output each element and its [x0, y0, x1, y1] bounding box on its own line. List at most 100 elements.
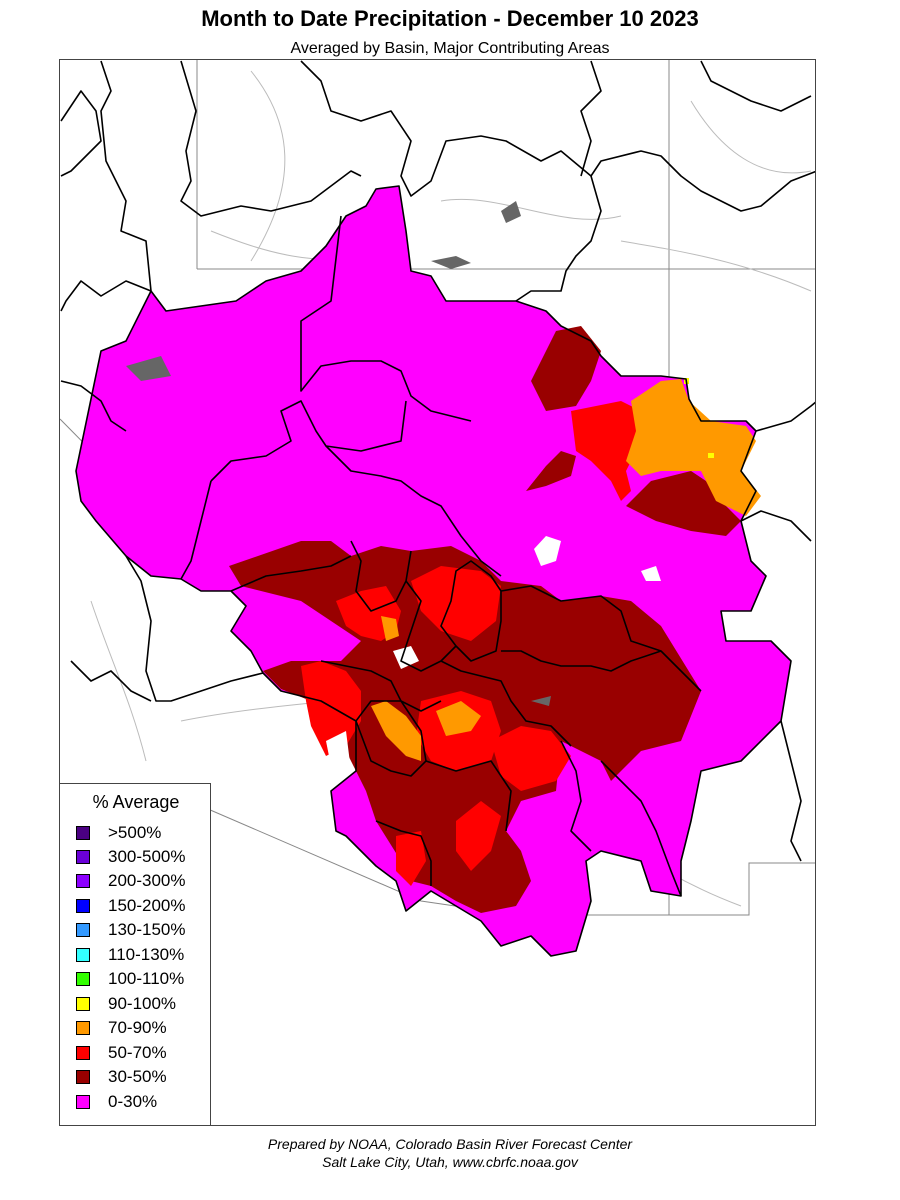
map-subtitle: Averaged by Basin, Major Contributing Ar…	[290, 40, 610, 57]
basin-fill-70-90	[626, 379, 761, 516]
basin-fill-50-70	[491, 726, 571, 791]
river-line	[620, 240, 812, 292]
basin-fill-70-90	[371, 701, 421, 761]
basin-boundary	[590, 150, 815, 212]
basin-boundary	[440, 560, 502, 662]
basin-boundary	[500, 585, 702, 692]
basin-boundary	[70, 660, 152, 702]
basin-boundary	[325, 445, 502, 577]
credit-line-1: Prepared by NOAA, Colorado Basin River F…	[267, 1136, 633, 1152]
legend-item: 200-300%	[76, 870, 186, 892]
reservoirs	[126, 201, 551, 706]
legend-swatch	[76, 1095, 90, 1109]
river-line	[250, 70, 286, 262]
legend-label: 70-90%	[108, 1018, 167, 1037]
basin-fill-70-90	[436, 701, 481, 736]
legend-label: 150-200%	[108, 896, 186, 915]
basin-boundary	[580, 60, 602, 177]
basin-boundary	[300, 215, 472, 422]
legend-swatch	[76, 826, 90, 840]
reservoir-shape	[501, 201, 521, 223]
credit-line-2: Salt Lake City, Utah, www.cbrfc.noaa.gov	[322, 1154, 578, 1170]
basin-fill-50-70	[396, 831, 426, 886]
basin-boundary	[300, 60, 592, 197]
basin-boundary	[755, 401, 815, 432]
legend-item: 50-70%	[76, 1042, 167, 1064]
no-data-area	[534, 536, 561, 566]
basin-boundary	[180, 60, 362, 217]
legend-label: 50-70%	[108, 1043, 167, 1062]
legend-label: 130-150%	[108, 920, 186, 939]
basin-boundary	[600, 760, 682, 897]
basin-boundary	[75, 185, 792, 957]
legend-item: 70-90%	[76, 1017, 167, 1039]
legend-item: 100-110%	[76, 968, 184, 990]
basin-boundary	[320, 660, 442, 712]
basin-fill-30-50	[531, 326, 601, 411]
legend-swatch	[76, 850, 90, 864]
legend-label: 300-500%	[108, 847, 186, 866]
reservoir-shape	[431, 256, 471, 269]
basin-boundary	[560, 740, 592, 852]
basin-boundary	[501, 650, 662, 672]
legend-item: 30-50%	[76, 1066, 167, 1088]
river-line	[90, 600, 147, 762]
basin-boundary	[440, 660, 572, 747]
state-boundary-line	[200, 805, 815, 916]
basin-boundary	[100, 60, 152, 292]
legend-item: 150-200%	[76, 895, 186, 917]
basin-boundary	[700, 60, 812, 112]
river-line	[690, 100, 812, 174]
legend-swatch	[76, 1070, 90, 1084]
basin-boundary	[60, 380, 127, 432]
map-title: Month to Date Precipitation - December 1…	[201, 6, 699, 31]
basin-boundary	[180, 480, 212, 580]
basin-boundary	[740, 510, 812, 542]
river-line	[440, 198, 622, 220]
legend: % Average >500% 300-500% 200-300% 150-20…	[59, 783, 211, 1126]
basin-boundary	[60, 280, 152, 312]
legend-label: 30-50%	[108, 1067, 167, 1086]
legend-swatch	[76, 874, 90, 888]
basin-fill-50-70	[456, 801, 501, 871]
no-data-area	[641, 566, 661, 581]
basin-boundaries	[60, 60, 815, 957]
legend-swatch	[76, 997, 90, 1011]
basin-fill-30-50	[626, 471, 741, 536]
legend-item: 90-100%	[76, 993, 176, 1015]
basin-boundary	[780, 720, 802, 862]
legend-swatch	[76, 972, 90, 986]
legend-item: 130-150%	[76, 919, 186, 941]
legend-item: >500%	[76, 822, 161, 844]
legend-item: 110-130%	[76, 944, 184, 966]
basin-fill-30-50	[526, 451, 576, 491]
basin-fill-50-70	[571, 401, 641, 501]
basin-boundary	[230, 555, 352, 592]
legend-label: >500%	[108, 823, 162, 842]
basin-fill-70-90	[381, 616, 399, 641]
basin-boundary	[425, 760, 512, 832]
legend-label: 0-30%	[108, 1092, 158, 1111]
legend-label: 200-300%	[108, 871, 186, 890]
basin-boundary	[375, 820, 432, 886]
legend-swatch	[76, 899, 90, 913]
no-data-area	[326, 731, 351, 776]
basin-map	[60, 60, 815, 957]
legend-label: 110-130%	[108, 945, 185, 964]
basin-boundary	[125, 555, 264, 702]
basin-boundary	[515, 175, 602, 302]
legend-swatch	[76, 1021, 90, 1035]
reservoir-shape	[126, 356, 171, 381]
legend-swatch	[76, 923, 90, 937]
legend-swatch	[76, 948, 90, 962]
legend-item: 0-30%	[76, 1091, 157, 1113]
basin-fill-50-70	[411, 566, 501, 641]
legend-label: 90-100%	[108, 994, 177, 1013]
reservoir-shape	[531, 696, 551, 706]
basin-fill-90-100	[708, 453, 714, 458]
legend-label: 100-110%	[108, 969, 185, 988]
legend-item: 300-500%	[76, 846, 186, 868]
basin-boundary	[210, 400, 407, 482]
basin-boundary	[60, 90, 102, 177]
precip-fills	[76, 186, 791, 956]
